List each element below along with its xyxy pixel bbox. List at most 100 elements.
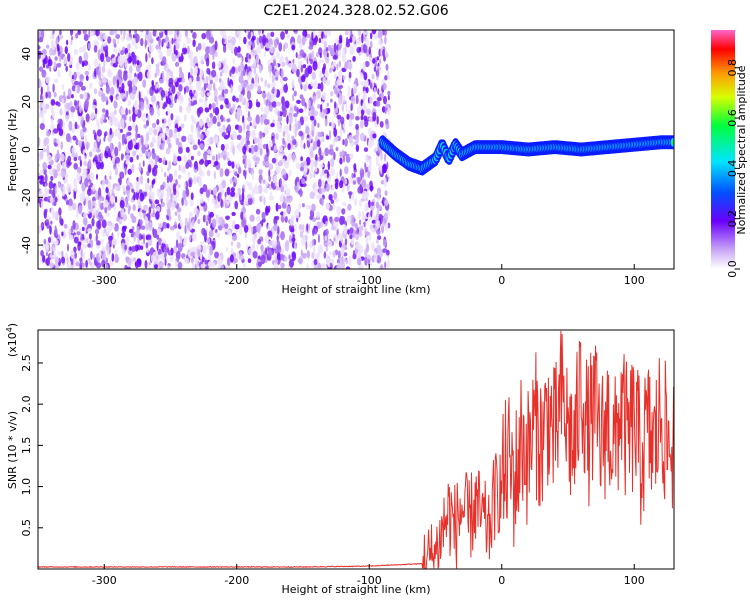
noise-speckle bbox=[294, 123, 299, 132]
noise-speckle bbox=[83, 91, 88, 101]
noise-speckle bbox=[61, 231, 64, 237]
noise-speckle bbox=[58, 182, 61, 189]
noise-speckle bbox=[118, 141, 121, 152]
noise-speckle bbox=[138, 103, 142, 110]
noise-speckle bbox=[71, 127, 75, 133]
noise-speckle bbox=[295, 176, 300, 182]
noise-speckle bbox=[59, 153, 65, 162]
noise-speckle bbox=[355, 144, 360, 152]
noise-speckle bbox=[54, 154, 58, 163]
noise-speckle bbox=[281, 103, 285, 111]
noise-speckle bbox=[44, 188, 50, 196]
noise-speckle bbox=[231, 161, 235, 169]
noise-speckle bbox=[243, 224, 249, 233]
noise-speckle bbox=[52, 83, 55, 93]
noise-speckle bbox=[288, 254, 291, 260]
noise-speckle bbox=[83, 155, 86, 161]
noise-speckle bbox=[330, 225, 336, 231]
noise-speckle bbox=[309, 150, 314, 159]
noise-speckle bbox=[220, 104, 224, 110]
noise-speckle bbox=[303, 115, 309, 122]
y-tick-label: 20 bbox=[20, 95, 33, 109]
noise-speckle bbox=[248, 247, 253, 256]
noise-speckle bbox=[268, 104, 273, 112]
noise-speckle bbox=[195, 46, 199, 53]
noise-speckle bbox=[88, 185, 91, 193]
noise-speckle bbox=[283, 162, 289, 169]
noise-speckle bbox=[132, 34, 136, 39]
noise-speckle bbox=[354, 222, 358, 229]
noise-speckle bbox=[283, 44, 286, 53]
noise-speckle bbox=[366, 202, 369, 212]
noise-speckle bbox=[386, 249, 390, 256]
noise-speckle bbox=[358, 210, 361, 220]
noise-speckle bbox=[133, 54, 137, 65]
noise-speckle bbox=[384, 153, 387, 162]
noise-speckle bbox=[369, 116, 373, 123]
noise-speckle bbox=[114, 196, 118, 203]
noise-speckle bbox=[101, 246, 106, 252]
noise-speckle bbox=[122, 184, 126, 193]
noise-speckle bbox=[258, 30, 261, 36]
noise-speckle bbox=[149, 185, 152, 191]
noise-speckle bbox=[380, 151, 383, 161]
noise-speckle bbox=[225, 215, 231, 220]
noise-speckle bbox=[376, 97, 382, 102]
noise-speckle bbox=[229, 178, 233, 184]
noise-speckle bbox=[321, 197, 324, 207]
noise-speckle bbox=[267, 64, 272, 73]
noise-speckle bbox=[330, 98, 333, 103]
noise-speckle bbox=[199, 187, 204, 195]
noise-speckle bbox=[74, 85, 78, 94]
noise-speckle bbox=[136, 154, 139, 160]
noise-speckle bbox=[334, 101, 337, 110]
noise-speckle bbox=[179, 235, 182, 244]
noise-speckle bbox=[339, 43, 343, 49]
noise-speckle bbox=[302, 223, 305, 233]
noise-speckle bbox=[335, 198, 339, 203]
noise-speckle bbox=[280, 68, 284, 79]
noise-speckle bbox=[90, 172, 95, 181]
noise-speckle bbox=[217, 61, 222, 68]
noise-speckle bbox=[73, 99, 78, 107]
noise-speckle bbox=[292, 58, 295, 64]
noise-speckle bbox=[139, 101, 145, 111]
noise-speckle bbox=[277, 110, 281, 118]
noise-speckle bbox=[370, 32, 373, 40]
noise-speckle bbox=[276, 252, 281, 261]
noise-speckle bbox=[188, 179, 192, 185]
noise-speckle bbox=[76, 209, 79, 219]
noise-speckle bbox=[345, 102, 348, 113]
noise-speckle bbox=[197, 150, 201, 157]
noise-speckle bbox=[226, 41, 232, 50]
noise-speckle bbox=[370, 210, 373, 218]
noise-speckle bbox=[121, 55, 127, 63]
noise-speckle bbox=[284, 184, 288, 189]
noise-speckle bbox=[286, 33, 291, 39]
noise-speckle bbox=[57, 70, 61, 78]
noise-speckle bbox=[81, 140, 85, 151]
noise-speckle bbox=[41, 69, 47, 78]
x-tick-label: 0 bbox=[498, 274, 505, 287]
noise-speckle bbox=[319, 53, 322, 58]
noise-speckle bbox=[304, 106, 306, 112]
noise-speckle bbox=[337, 76, 343, 86]
noise-speckle bbox=[158, 222, 163, 228]
noise-speckle bbox=[72, 202, 77, 211]
x-tick-label: -300 bbox=[92, 574, 117, 587]
noise-speckle bbox=[82, 244, 88, 249]
noise-speckle bbox=[243, 200, 249, 205]
noise-speckle bbox=[57, 194, 60, 203]
noise-speckle bbox=[289, 106, 293, 112]
noise-speckle bbox=[273, 175, 277, 183]
noise-speckle bbox=[127, 207, 131, 215]
noise-speckle bbox=[78, 46, 84, 53]
noise-speckle bbox=[95, 233, 98, 242]
noise-speckle bbox=[83, 33, 89, 42]
noise-speckle bbox=[270, 46, 276, 54]
noise-speckle bbox=[385, 103, 390, 108]
noise-speckle bbox=[349, 112, 355, 120]
noise-speckle bbox=[112, 38, 117, 45]
noise-speckle bbox=[66, 183, 72, 193]
noise-speckle bbox=[307, 65, 313, 75]
